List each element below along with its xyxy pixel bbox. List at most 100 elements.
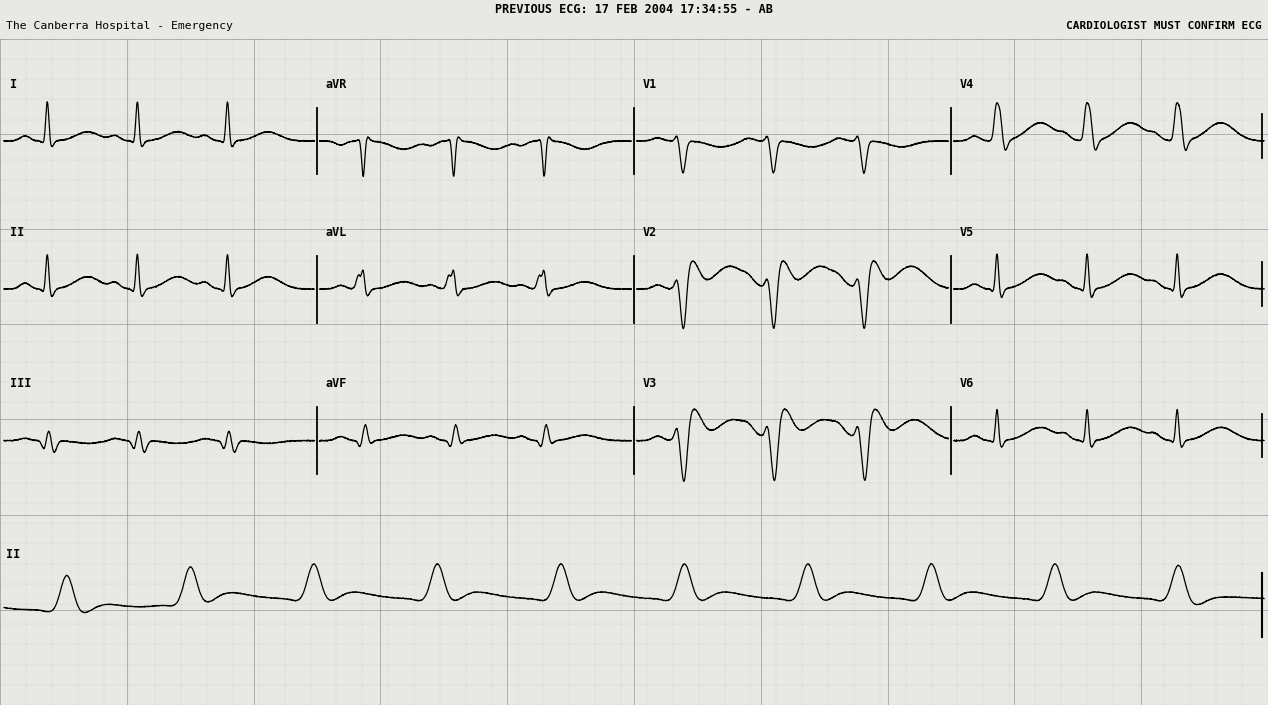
- Point: [1051, 255, 1071, 266]
- Point: [714, 457, 734, 468]
- Point: [197, 255, 217, 266]
- Point: [922, 114, 942, 125]
- Point: [1025, 195, 1045, 206]
- Point: [378, 659, 398, 670]
- Point: [482, 457, 502, 468]
- Point: [534, 396, 554, 407]
- Point: [663, 659, 683, 670]
- Point: [0, 255, 10, 266]
- Point: [870, 417, 890, 428]
- Point: [378, 578, 398, 589]
- Point: [559, 255, 579, 266]
- Point: [1181, 699, 1201, 705]
- Point: [353, 154, 373, 166]
- Point: [1232, 215, 1253, 226]
- Point: [637, 54, 657, 65]
- Point: [1103, 699, 1123, 705]
- Point: [430, 618, 450, 630]
- Point: [534, 558, 554, 570]
- Point: [1103, 54, 1123, 65]
- Point: [792, 477, 813, 489]
- Point: [353, 477, 373, 489]
- Point: [15, 558, 36, 570]
- Point: [353, 457, 373, 468]
- Point: [585, 599, 605, 610]
- Point: [223, 215, 243, 226]
- Point: [15, 356, 36, 367]
- Point: [663, 498, 683, 509]
- Point: [1154, 134, 1174, 145]
- Point: [1181, 295, 1201, 307]
- Point: [818, 215, 838, 226]
- Point: [197, 73, 217, 85]
- Point: [741, 54, 761, 65]
- Point: [843, 336, 864, 348]
- Point: [197, 33, 217, 44]
- Point: [1129, 437, 1149, 448]
- Point: [353, 255, 373, 266]
- Point: [119, 457, 139, 468]
- Point: [171, 639, 191, 650]
- Point: [42, 558, 62, 570]
- Point: [585, 276, 605, 287]
- Point: [559, 114, 579, 125]
- Point: [249, 599, 269, 610]
- Point: [870, 134, 890, 145]
- Point: [274, 94, 294, 105]
- Point: [0, 54, 10, 65]
- Point: [818, 73, 838, 85]
- Point: [1051, 154, 1071, 166]
- Point: [663, 679, 683, 690]
- Point: [42, 195, 62, 206]
- Point: [171, 538, 191, 549]
- Point: [42, 679, 62, 690]
- Point: [559, 639, 579, 650]
- Point: [455, 195, 476, 206]
- Point: [766, 295, 786, 307]
- Point: [895, 679, 915, 690]
- Text: The Canberra Hospital - Emergency: The Canberra Hospital - Emergency: [6, 21, 233, 31]
- Point: [663, 639, 683, 650]
- Point: [171, 33, 191, 44]
- Point: [119, 73, 139, 85]
- Point: [301, 174, 321, 185]
- Point: [67, 558, 87, 570]
- Point: [1103, 356, 1123, 367]
- Point: [741, 679, 761, 690]
- Point: [895, 295, 915, 307]
- Point: [637, 134, 657, 145]
- Point: [326, 437, 346, 448]
- Point: [301, 437, 321, 448]
- Point: [663, 114, 683, 125]
- Text: V1: V1: [643, 78, 657, 90]
- Point: [119, 599, 139, 610]
- Point: [585, 336, 605, 348]
- Point: [1232, 618, 1253, 630]
- Point: [663, 517, 683, 529]
- Point: [378, 134, 398, 145]
- Point: [1129, 195, 1149, 206]
- Point: [171, 356, 191, 367]
- Point: [1154, 699, 1174, 705]
- Point: [507, 558, 527, 570]
- Point: [1025, 659, 1045, 670]
- Point: [534, 639, 554, 650]
- Point: [249, 316, 269, 327]
- Point: [223, 679, 243, 690]
- Point: [534, 154, 554, 166]
- Point: [353, 498, 373, 509]
- Point: [42, 73, 62, 85]
- Point: [507, 699, 527, 705]
- Point: [1181, 215, 1201, 226]
- Point: [1154, 599, 1174, 610]
- Text: II: II: [10, 226, 24, 238]
- Point: [741, 195, 761, 206]
- Point: [171, 134, 191, 145]
- Point: [326, 659, 346, 670]
- Point: [611, 195, 631, 206]
- Point: [1103, 517, 1123, 529]
- Point: [1051, 477, 1071, 489]
- Point: [404, 517, 425, 529]
- Point: [999, 316, 1019, 327]
- Point: [197, 599, 217, 610]
